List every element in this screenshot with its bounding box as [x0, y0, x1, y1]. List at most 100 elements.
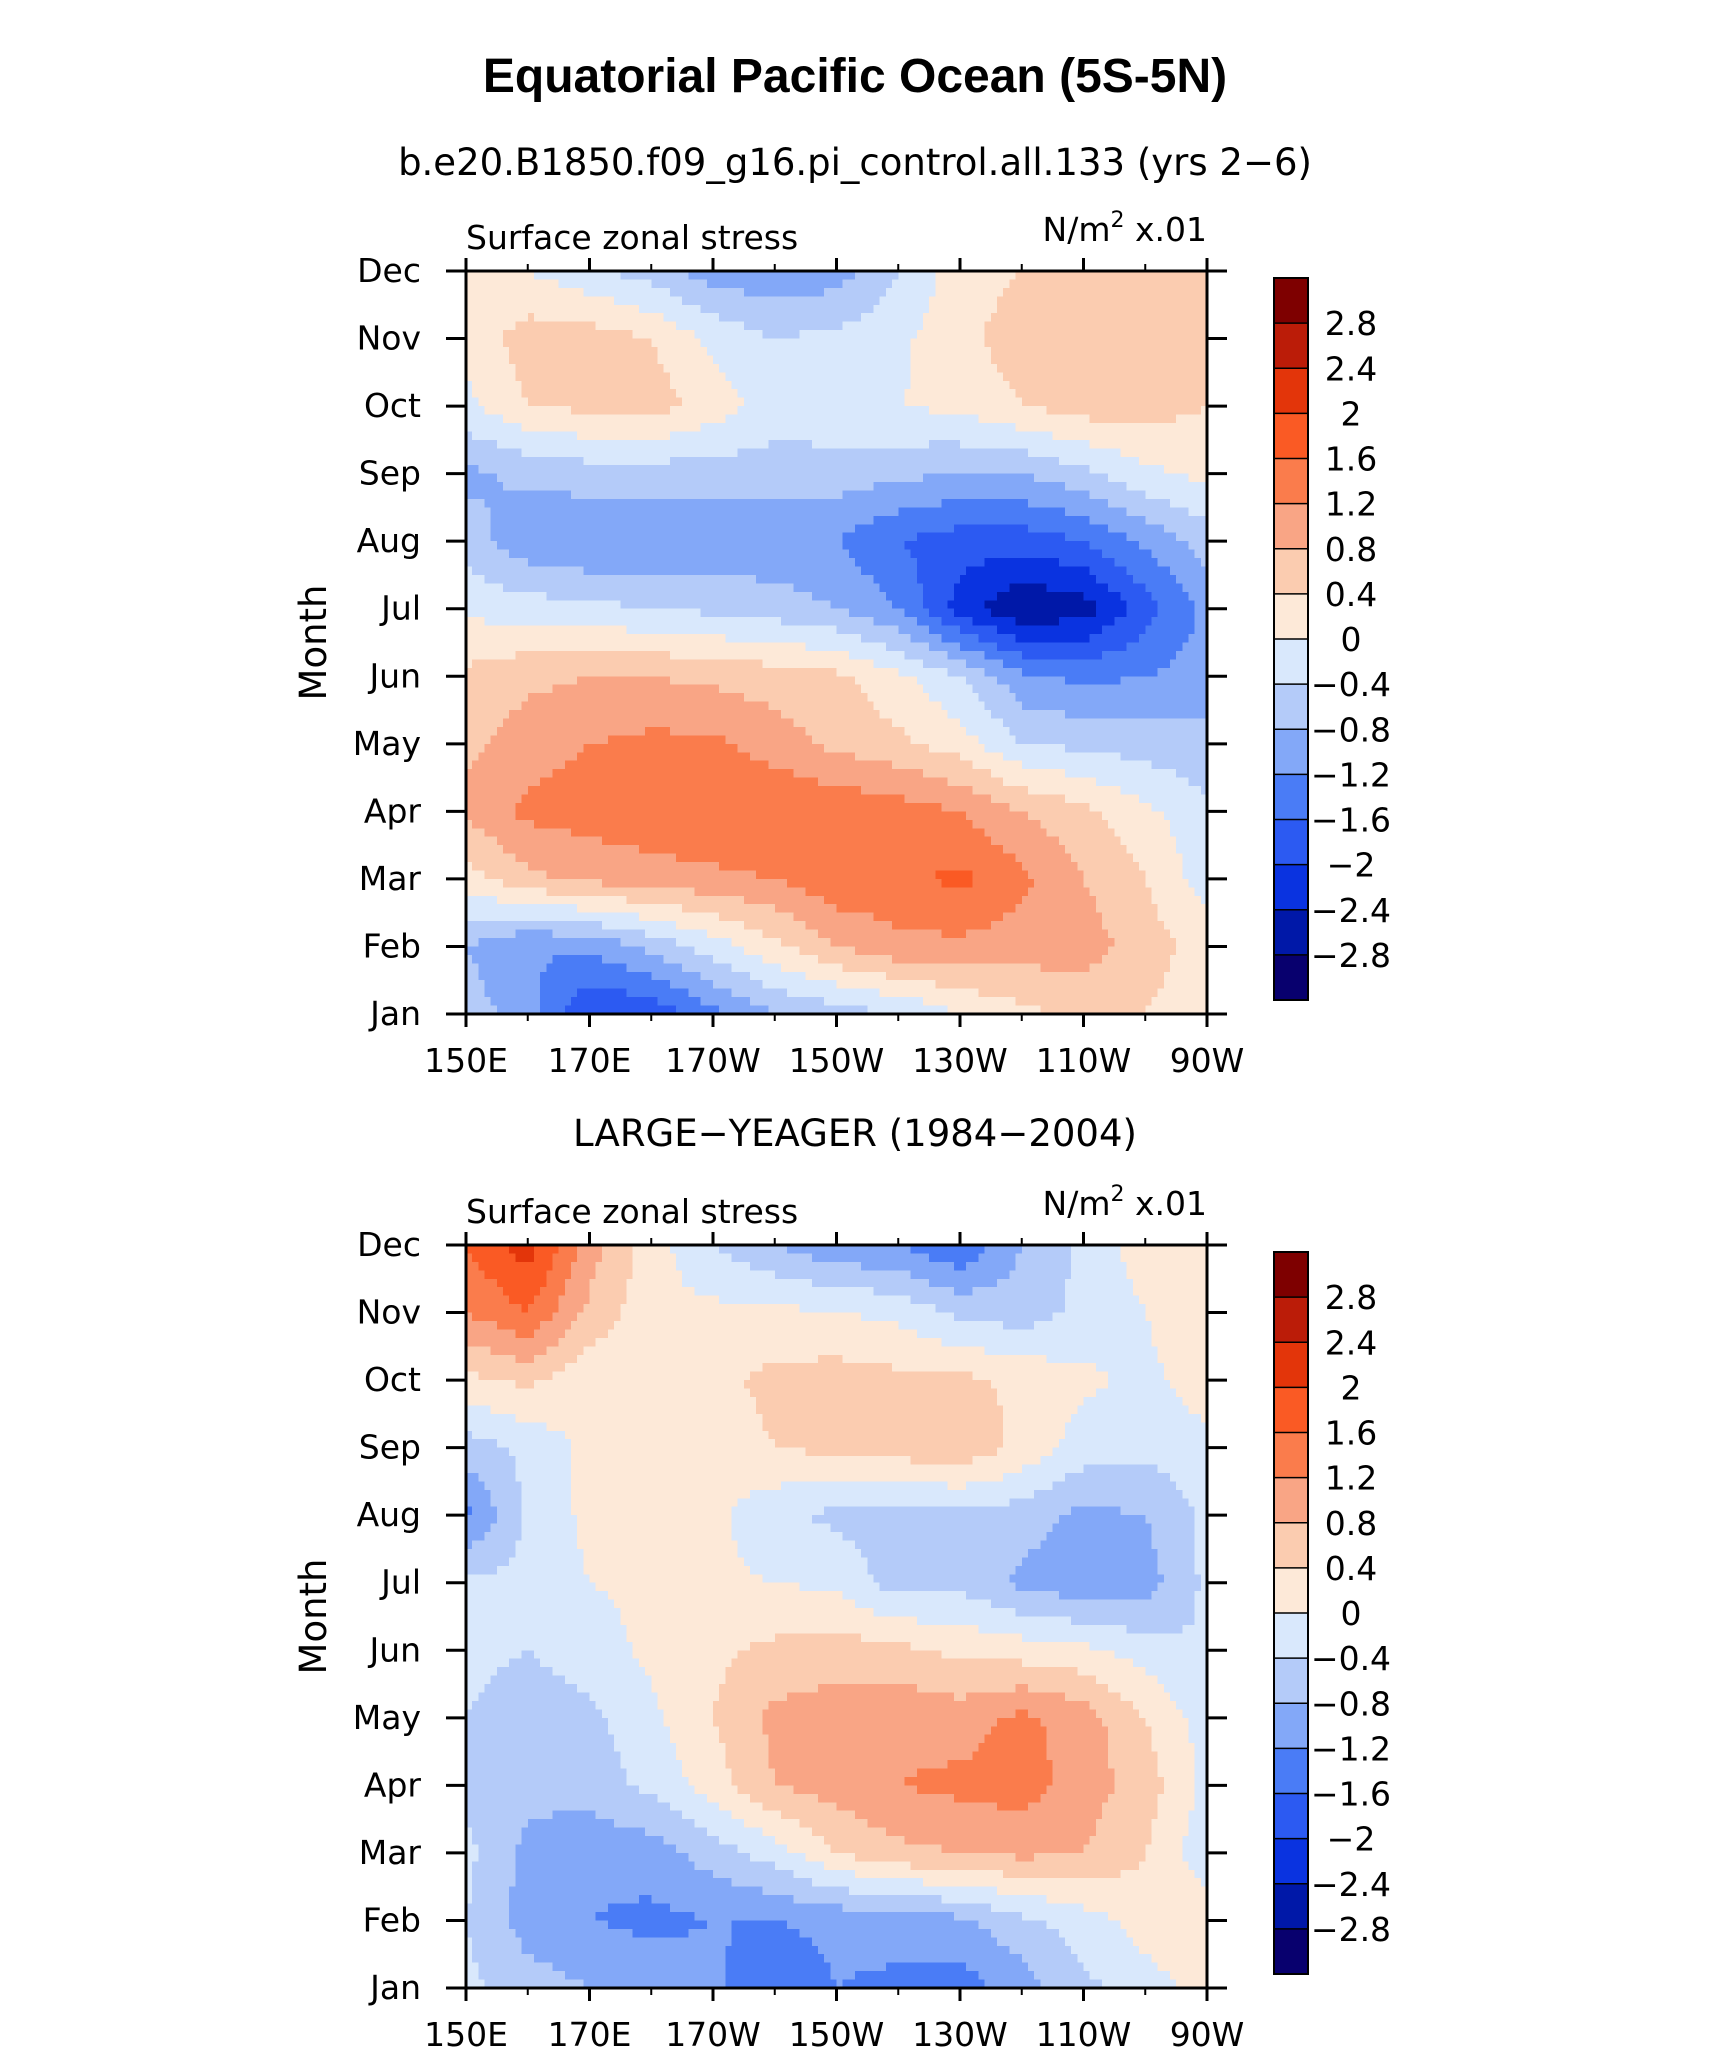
heatmap-cell: [1071, 507, 1079, 517]
heatmap-cell: [521, 549, 529, 559]
heatmap-cell: [774, 380, 782, 390]
heatmap-cell: [756, 338, 764, 348]
heatmap-cell: [1169, 296, 1177, 306]
heatmap-cell: [941, 389, 949, 399]
heatmap-cell: [583, 271, 591, 281]
heatmap-cell: [787, 397, 794, 407]
heatmap-cell: [916, 304, 924, 314]
heatmap-cell: [848, 406, 856, 416]
heatmap-cell: [1114, 473, 1122, 483]
heatmap-cell: [589, 600, 597, 610]
heatmap-cell: [817, 406, 825, 416]
heatmap-cell: [1163, 566, 1171, 576]
heatmap-cell: [960, 389, 967, 399]
heatmap-cell: [972, 355, 980, 365]
heatmap-cell: [1003, 296, 1011, 306]
heatmap-cell: [731, 338, 739, 348]
heatmap-cell: [558, 490, 566, 500]
heatmap-cell: [688, 439, 696, 449]
heatmap-cell: [861, 566, 869, 576]
heatmap-cell: [682, 271, 690, 281]
heatmap-cell: [527, 473, 535, 483]
heatmap-cell: [1194, 482, 1202, 492]
heatmap-cell: [682, 414, 690, 424]
heatmap-cell: [984, 524, 992, 534]
heatmap-cell: [546, 279, 554, 289]
heatmap-cell: [1083, 608, 1091, 618]
heatmap-cell: [478, 406, 486, 416]
heatmap-cell: [725, 355, 733, 365]
heatmap-cell: [675, 591, 683, 601]
heatmap-cell: [645, 591, 652, 601]
heatmap-cell: [472, 465, 480, 475]
heatmap-cell: [1095, 498, 1103, 509]
heatmap-cell: [836, 422, 844, 433]
heatmap-cell: [1108, 566, 1116, 576]
heatmap-cell: [1083, 313, 1091, 323]
heatmap-cell: [817, 448, 825, 458]
heatmap-cell: [669, 456, 677, 466]
heatmap-cell: [540, 372, 547, 382]
heatmap-cell: [515, 287, 523, 298]
heatmap-cell: [750, 296, 757, 306]
heatmap-cell: [848, 414, 856, 424]
heatmap-cell: [1089, 541, 1097, 551]
heatmap-cell: [1188, 591, 1196, 601]
heatmap-cell: [1040, 279, 1048, 289]
heatmap-cell: [1058, 566, 1066, 576]
heatmap-cell: [1120, 456, 1128, 466]
heatmap-cell: [608, 566, 615, 576]
heatmap-cell: [774, 346, 782, 357]
heatmap-cell: [509, 482, 517, 492]
heatmap-cell: [848, 313, 856, 323]
heatmap-cell: [811, 346, 819, 357]
heatmap-cell: [1114, 566, 1122, 576]
heatmap-cell: [1071, 279, 1079, 289]
heatmap-cell: [1108, 389, 1116, 399]
heatmap-cell: [1034, 439, 1041, 449]
heatmap-cell: [688, 422, 696, 433]
heatmap-cell: [725, 422, 733, 433]
heatmap-cell: [787, 287, 794, 298]
heatmap-cell: [922, 330, 930, 340]
heatmap-cell: [1132, 490, 1140, 500]
heatmap-cell: [564, 363, 572, 374]
heatmap-cell: [700, 304, 708, 314]
heatmap-cell: [1095, 448, 1103, 458]
heatmap-cell: [731, 363, 739, 374]
heatmap-cell: [978, 338, 986, 348]
heatmap-cell: [787, 389, 794, 399]
heatmap-cell: [533, 346, 541, 357]
heatmap-cell: [638, 355, 646, 365]
heatmap-cell: [1083, 338, 1091, 348]
heatmap-cell: [879, 541, 887, 551]
heatmap-cell: [762, 541, 770, 551]
heatmap-cell: [490, 600, 498, 610]
heatmap-cell: [1169, 338, 1177, 348]
heatmap-cell: [713, 406, 720, 416]
heatmap-cell: [601, 456, 609, 466]
heatmap-cell: [1145, 482, 1153, 492]
heatmap-cell: [805, 431, 813, 441]
heatmap-cell: [1027, 406, 1035, 416]
heatmap-cell: [947, 380, 955, 390]
heatmap-cell: [570, 321, 578, 331]
heatmap-cell: [478, 456, 486, 466]
heatmap-cell: [700, 490, 708, 500]
heatmap-cell: [1095, 313, 1103, 323]
heatmap-cell: [1034, 490, 1041, 500]
heatmap-cell: [601, 549, 609, 559]
heatmap-cell: [601, 566, 609, 576]
heatmap-cell: [756, 608, 764, 618]
heatmap-cell: [1003, 532, 1011, 542]
heatmap-cell: [558, 608, 566, 618]
heatmap-cell: [762, 515, 770, 525]
heatmap-cell: [620, 473, 628, 483]
heatmap-cell: [669, 355, 677, 365]
heatmap-cell: [743, 321, 751, 331]
heatmap-cell: [922, 414, 930, 424]
heatmap-cell: [861, 431, 869, 441]
heatmap-cell: [855, 338, 862, 348]
heatmap-cell: [947, 346, 955, 357]
heatmap-cell: [811, 304, 819, 314]
